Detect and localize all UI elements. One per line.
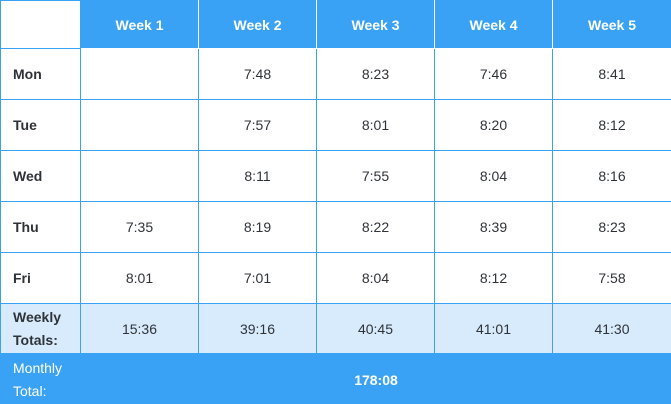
- time-cell: 8:41: [552, 48, 671, 100]
- day-label: Wed: [0, 150, 81, 202]
- time-cell: 7:35: [80, 201, 199, 253]
- time-cell: 8:19: [198, 201, 317, 253]
- week-header: Week 2: [198, 0, 317, 49]
- time-cell: 8:16: [552, 150, 671, 202]
- time-cell: 8:20: [434, 99, 553, 151]
- time-cell: 8:23: [552, 201, 671, 253]
- time-cell: 8:04: [316, 252, 435, 304]
- table-row: Thu 7:35 8:19 8:22 8:39 8:23: [0, 201, 671, 253]
- header-row: Week 1 Week 2 Week 3 Week 4 Week 5: [0, 0, 671, 49]
- week-header: Week 5: [552, 0, 671, 49]
- time-cell: 7:57: [198, 99, 317, 151]
- day-label: Mon: [0, 48, 81, 100]
- weekly-totals-row: Weekly Totals: 15:36 39:16 40:45 41:01 4…: [0, 303, 671, 354]
- time-cell: [80, 48, 199, 100]
- week-header: Week 1: [80, 0, 199, 49]
- week-header: Week 4: [434, 0, 553, 49]
- table-row: Tue 7:57 8:01 8:20 8:12: [0, 99, 671, 151]
- time-cell: 8:39: [434, 201, 553, 253]
- weekly-label-line2: Totals:: [13, 331, 58, 348]
- weekly-total-cell: 40:45: [316, 303, 435, 354]
- day-label: Fri: [0, 252, 81, 304]
- day-label: Tue: [0, 99, 81, 151]
- table-row: Fri 8:01 7:01 8:04 8:12 7:58: [0, 252, 671, 304]
- time-cell: [80, 150, 199, 202]
- time-cell: [80, 99, 199, 151]
- monthly-label-line1: Monthly: [13, 360, 63, 376]
- week-header: Week 3: [316, 0, 435, 49]
- day-label: Thu: [0, 201, 81, 253]
- time-cell: 8:04: [434, 150, 553, 202]
- table-row: Wed 8:11 7:55 8:04 8:16: [0, 150, 671, 202]
- time-cell: 8:23: [316, 48, 435, 100]
- weekly-totals-label: Weekly Totals:: [0, 303, 81, 354]
- weekly-label-line1: Weekly: [13, 308, 61, 325]
- time-cell: 8:11: [198, 150, 317, 202]
- time-cell: 7:46: [434, 48, 553, 100]
- time-cell: 7:48: [198, 48, 317, 100]
- weekly-total-cell: 41:01: [434, 303, 553, 354]
- monthly-total-value: 178:08: [80, 353, 671, 404]
- weekly-total-cell: 15:36: [80, 303, 199, 354]
- time-cell: 8:12: [434, 252, 553, 304]
- time-cell: 7:58: [552, 252, 671, 304]
- weekly-total-cell: 39:16: [198, 303, 317, 354]
- time-cell: 8:12: [552, 99, 671, 151]
- time-cell: 7:55: [316, 150, 435, 202]
- weekly-total-cell: 41:30: [552, 303, 671, 354]
- corner-cell: [0, 0, 81, 49]
- time-cell: 8:01: [80, 252, 199, 304]
- time-cell: 7:01: [198, 252, 317, 304]
- table-row: Mon 7:48 8:23 7:46 8:41: [0, 48, 671, 100]
- monthly-total-row: Monthly Total: 178:08: [0, 353, 671, 404]
- time-cell: 8:01: [316, 99, 435, 151]
- monthly-label-line2: Total:: [13, 383, 47, 399]
- time-cell: 8:22: [316, 201, 435, 253]
- monthly-total-label: Monthly Total:: [0, 353, 81, 404]
